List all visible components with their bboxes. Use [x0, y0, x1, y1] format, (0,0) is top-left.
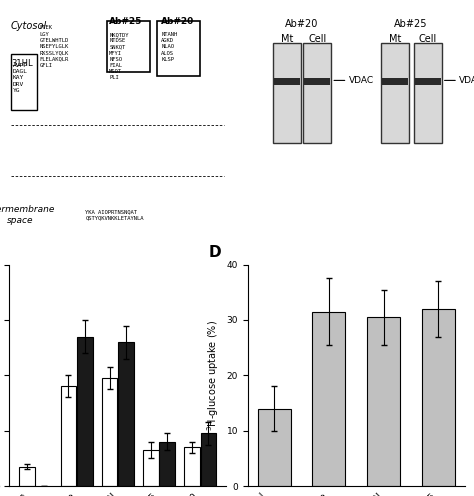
Bar — [415, 78, 441, 85]
Text: Ab#25: Ab#25 — [109, 16, 143, 26]
Text: Mt: Mt — [389, 34, 401, 44]
Text: YKA AIOPRTNSNQAT
QSTYQKVNKKLETAYNLA: YKA AIOPRTNSNQAT QSTYQKVNKKLETAYNLA — [85, 209, 144, 220]
Bar — [157, 21, 200, 76]
Bar — [159, 442, 175, 486]
Bar — [414, 43, 442, 143]
Text: NKQTDY
NTDSE
SNKQT
MFYI
NFSO
FIAL
MSOT
PLI: NKQTDY NTDSE SNKQT MFYI NFSO FIAL MSOT P… — [109, 32, 128, 80]
Bar — [107, 21, 150, 72]
Text: NTANH
AGKD
NLAO
ALOS
KLSP: NTANH AGKD NLAO ALOS KLSP — [161, 32, 177, 62]
Text: Ab#25: Ab#25 — [393, 19, 427, 29]
Bar — [19, 467, 35, 486]
Text: Ab#20: Ab#20 — [285, 19, 319, 29]
Text: D: D — [209, 245, 221, 260]
Text: AVPP
DAGL
KAY
DRV
YG: AVPP DAGL KAY DRV YG — [13, 63, 28, 93]
Text: Intermembrane
space: Intermembrane space — [0, 205, 55, 225]
Bar — [10, 54, 36, 110]
Bar — [184, 447, 200, 486]
Text: Cell: Cell — [308, 34, 326, 44]
Bar — [143, 450, 159, 486]
Bar — [381, 43, 409, 143]
Text: VDAC: VDAC — [348, 76, 374, 85]
Bar — [303, 43, 331, 143]
Bar — [61, 386, 76, 486]
Bar — [77, 337, 93, 486]
Text: Cell: Cell — [419, 34, 437, 44]
Bar — [118, 342, 134, 486]
Bar — [201, 434, 216, 486]
Bar — [258, 409, 291, 486]
Bar — [312, 311, 345, 486]
Bar — [102, 378, 118, 486]
Text: FTEK
LGY
GTELWHTLD
NSEFYLGLK
RKSSLYQLK
FLELAKQLR
GFLI: FTEK LGY GTELWHTLD NSEFYLGLK RKSSLYQLK F… — [40, 25, 69, 67]
Text: Cytosol: Cytosol — [10, 21, 47, 31]
Text: Mt: Mt — [281, 34, 293, 44]
Bar — [382, 78, 408, 85]
Bar — [422, 309, 455, 486]
Text: 31HL: 31HL — [12, 59, 33, 67]
Bar — [274, 78, 300, 85]
Bar — [273, 43, 301, 143]
Y-axis label: $^{3}$H-glucose uptake (%): $^{3}$H-glucose uptake (%) — [205, 320, 221, 431]
Text: VDAC: VDAC — [459, 76, 474, 85]
Text: Ab#20: Ab#20 — [161, 16, 194, 26]
Bar — [367, 317, 400, 486]
Bar — [304, 78, 330, 85]
